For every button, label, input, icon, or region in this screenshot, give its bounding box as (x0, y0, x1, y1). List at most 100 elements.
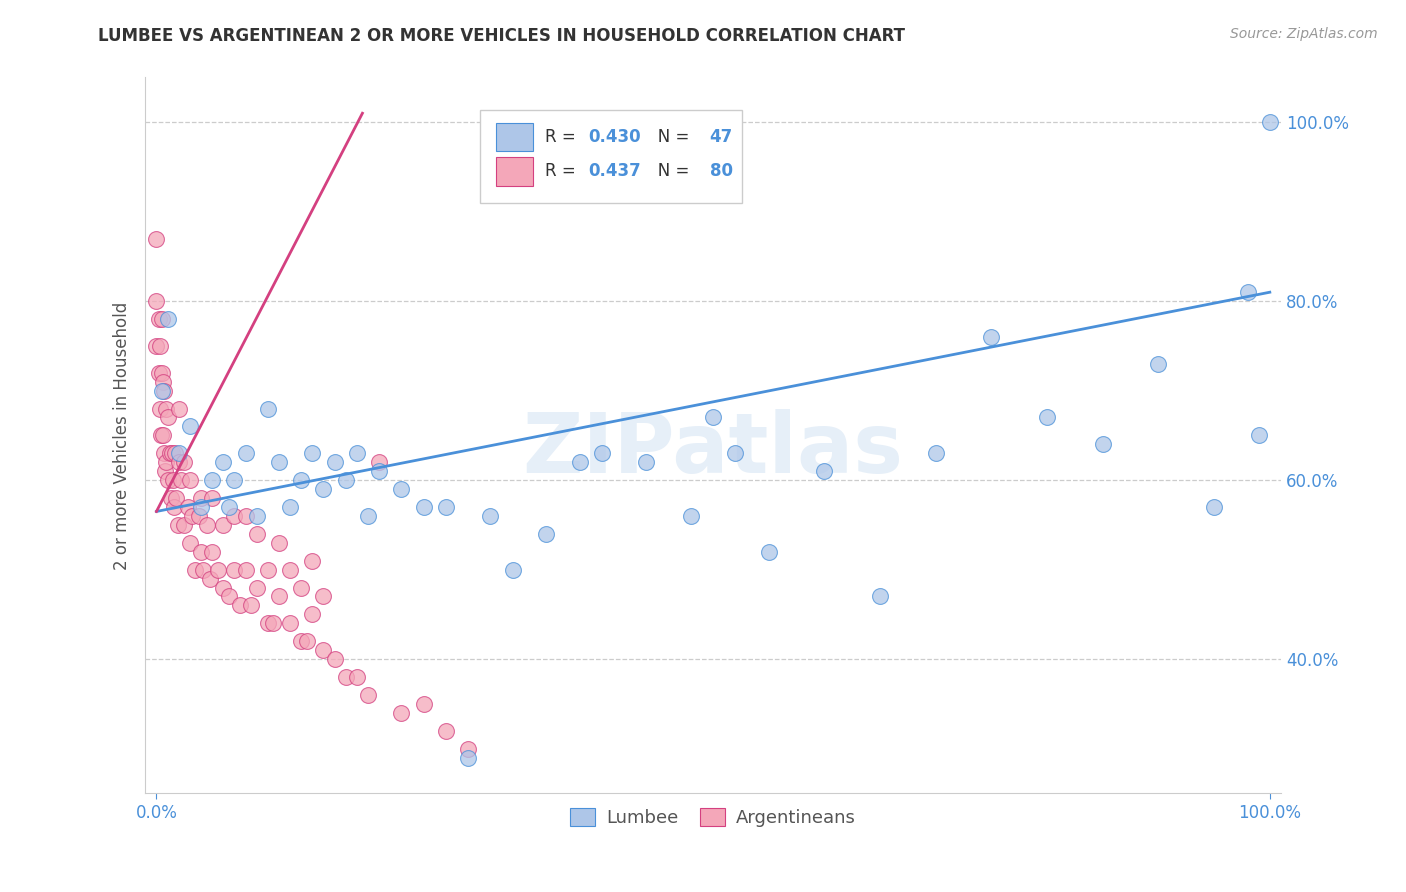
Point (156, 312, 179, 326)
Y-axis label: 2 or more Vehicles in Household: 2 or more Vehicles in Household (114, 301, 131, 569)
Point (278, 616, 301, 631)
Point (235, 446, 257, 460)
Point (150, 384, 173, 398)
Text: R =: R = (546, 162, 581, 180)
Text: N =: N = (641, 162, 695, 180)
Point (153, 446, 176, 460)
Point (1091, 437, 1114, 451)
Point (1236, 285, 1258, 300)
Point (278, 563, 301, 577)
Point (925, 446, 948, 460)
Point (980, 330, 1002, 344)
Point (173, 455, 195, 469)
Point (262, 616, 284, 631)
Point (148, 312, 170, 326)
Point (190, 500, 212, 514)
Point (502, 563, 524, 577)
Point (1204, 500, 1226, 514)
Point (591, 446, 613, 460)
Point (201, 491, 224, 505)
Text: 47: 47 (710, 128, 733, 146)
Point (389, 706, 412, 720)
Point (160, 491, 183, 505)
Text: LUMBEE VS ARGENTINEAN 2 OR MORE VEHICLES IN HOUSEHOLD CORRELATION CHART: LUMBEE VS ARGENTINEAN 2 OR MORE VEHICLES… (98, 27, 905, 45)
Point (155, 464, 177, 478)
Point (152, 428, 174, 442)
Point (240, 599, 263, 613)
Point (346, 446, 368, 460)
Point (724, 446, 747, 460)
Point (389, 482, 412, 496)
Point (224, 508, 246, 523)
Point (148, 366, 170, 380)
Point (149, 428, 172, 442)
Point (212, 517, 235, 532)
Point (176, 500, 198, 514)
Point (150, 366, 173, 380)
Text: N =: N = (641, 128, 695, 146)
Point (229, 599, 252, 613)
Point (212, 455, 235, 469)
Point (165, 446, 187, 460)
Point (167, 401, 190, 416)
Text: R =: R = (546, 128, 581, 146)
Point (152, 375, 174, 389)
Point (301, 607, 323, 622)
Point (198, 572, 221, 586)
Point (149, 339, 172, 353)
Point (201, 545, 224, 559)
Point (323, 652, 346, 666)
Point (301, 446, 323, 460)
Point (159, 446, 181, 460)
Point (290, 581, 312, 595)
Point (278, 500, 301, 514)
Point (181, 508, 204, 523)
Point (167, 455, 190, 469)
Point (1258, 115, 1281, 129)
Point (167, 446, 190, 460)
Point (267, 590, 290, 604)
Point (758, 545, 780, 559)
Point (568, 455, 591, 469)
Point (187, 508, 209, 523)
Point (335, 473, 357, 487)
Point (150, 312, 173, 326)
Point (357, 688, 380, 702)
Point (156, 410, 179, 425)
Point (412, 500, 434, 514)
Point (235, 563, 257, 577)
Legend: Lumbee, Argentineans: Lumbee, Argentineans (562, 801, 863, 834)
Point (190, 545, 212, 559)
Point (184, 563, 207, 577)
Point (368, 455, 391, 469)
Point (813, 464, 835, 478)
Point (412, 697, 434, 711)
Point (267, 455, 290, 469)
Point (357, 508, 380, 523)
Point (636, 455, 658, 469)
Point (166, 491, 188, 505)
Point (235, 508, 257, 523)
Point (201, 473, 224, 487)
Point (149, 401, 172, 416)
Point (368, 464, 391, 478)
Point (162, 473, 184, 487)
Point (179, 473, 201, 487)
Point (195, 517, 218, 532)
Text: 80: 80 (710, 162, 733, 180)
Point (160, 446, 183, 460)
Point (224, 563, 246, 577)
Point (335, 670, 357, 684)
Point (145, 339, 167, 353)
Point (163, 500, 186, 514)
Point (346, 670, 368, 684)
Point (295, 634, 318, 648)
Point (267, 535, 290, 549)
Point (457, 741, 479, 756)
Text: 0.437: 0.437 (588, 162, 641, 180)
Point (702, 410, 724, 425)
Point (246, 526, 269, 541)
Point (166, 517, 188, 532)
Point (434, 723, 457, 738)
Point (193, 563, 215, 577)
